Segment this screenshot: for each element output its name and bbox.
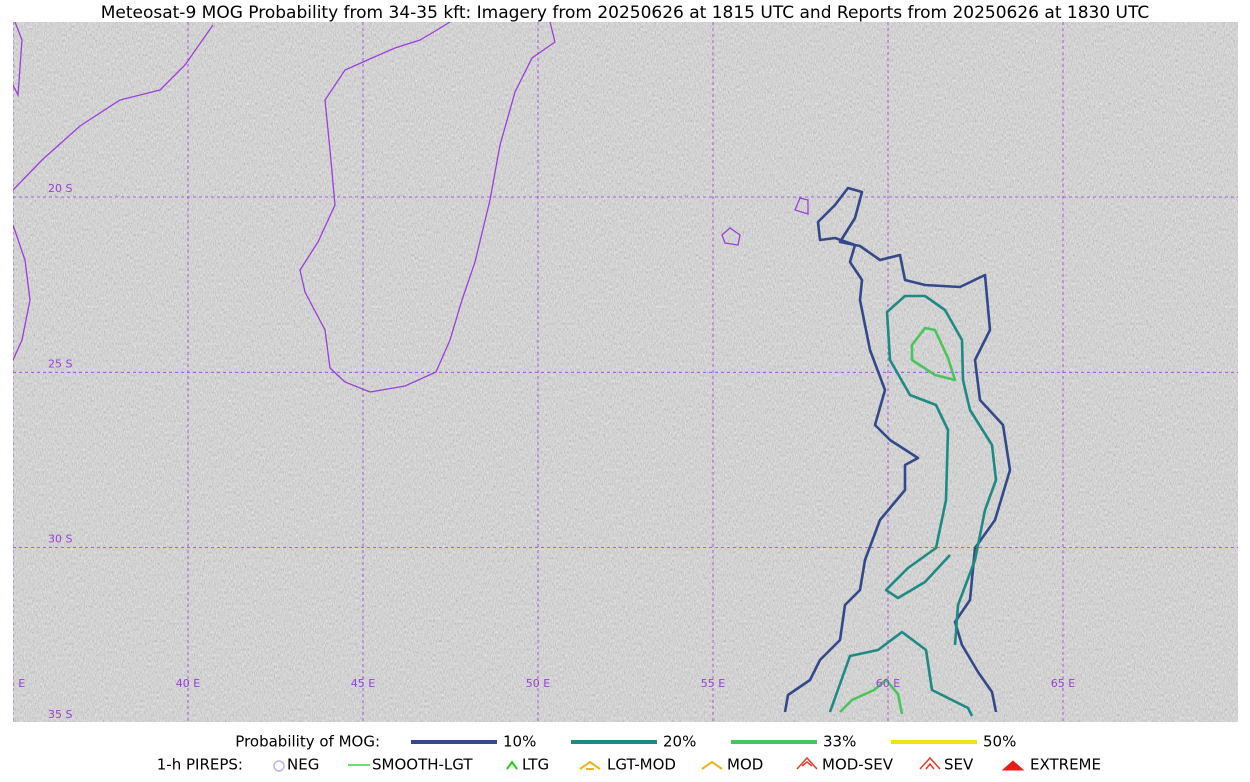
pirep-icon	[579, 760, 601, 770]
pirep-icon	[796, 756, 818, 770]
contour-10	[783, 186, 1012, 713]
lat-label: 20 S	[48, 182, 72, 195]
legend-label: MOD	[727, 756, 763, 774]
lon-label: 35 E	[1, 677, 25, 690]
legend-label: 33%	[823, 733, 856, 751]
map: 35 E 40 E 45 E 50 E 55 E 60 E 65 E 20 S 25 S 30 S…	[1, 22, 1238, 722]
lon-label: 45 E	[351, 677, 375, 690]
lon-label: 60 E	[876, 677, 900, 690]
title: Meteosat-9 MOG Probability from 34-35 kf…	[101, 3, 1150, 23]
legend-label: LGT-MOD	[607, 756, 676, 774]
legend-label: 20%	[663, 733, 696, 751]
pirep-icon	[919, 756, 941, 770]
lon-label: 40 E	[176, 677, 200, 690]
coastline	[369, 22, 556, 393]
legend: Probability of MOG: 10% 20% 33% 50% 1-h PIREP…	[157, 733, 1101, 774]
pirep-icon	[1001, 760, 1025, 771]
lon-label: 50 E	[526, 677, 550, 690]
legend-label: SMOOTH-LGT	[372, 756, 473, 774]
pirep-icon	[273, 760, 285, 772]
pirep-icon	[506, 760, 518, 770]
pirep-icon	[701, 760, 723, 770]
coastline	[299, 22, 451, 393]
coastline	[13, 22, 23, 98]
lat-label: 35 S	[48, 708, 72, 721]
legend-label: EXTREME	[1030, 756, 1101, 774]
lat-label: 25 S	[48, 357, 72, 370]
island	[721, 227, 741, 246]
lat-label: 30 S	[48, 533, 72, 546]
legend-label: 50%	[983, 733, 1016, 751]
lon-label: 65 E	[1051, 677, 1075, 690]
contour-33	[839, 326, 957, 715]
legend-title: Probability of MOG:	[235, 733, 380, 751]
lon-label: 55 E	[701, 677, 725, 690]
legend-label: MOD-SEV	[822, 756, 894, 774]
contour-20	[828, 294, 998, 717]
coastline	[13, 224, 31, 361]
legend-label: LTG	[522, 756, 549, 774]
coastlines	[13, 22, 809, 393]
legend-title: 1-h PIREPS:	[157, 756, 243, 774]
contours	[783, 186, 1012, 717]
legend-label: 10%	[503, 733, 536, 751]
island	[794, 197, 809, 215]
legend-label: SEV	[944, 756, 974, 774]
legend-label: NEG	[287, 756, 319, 774]
coastline	[13, 24, 214, 191]
